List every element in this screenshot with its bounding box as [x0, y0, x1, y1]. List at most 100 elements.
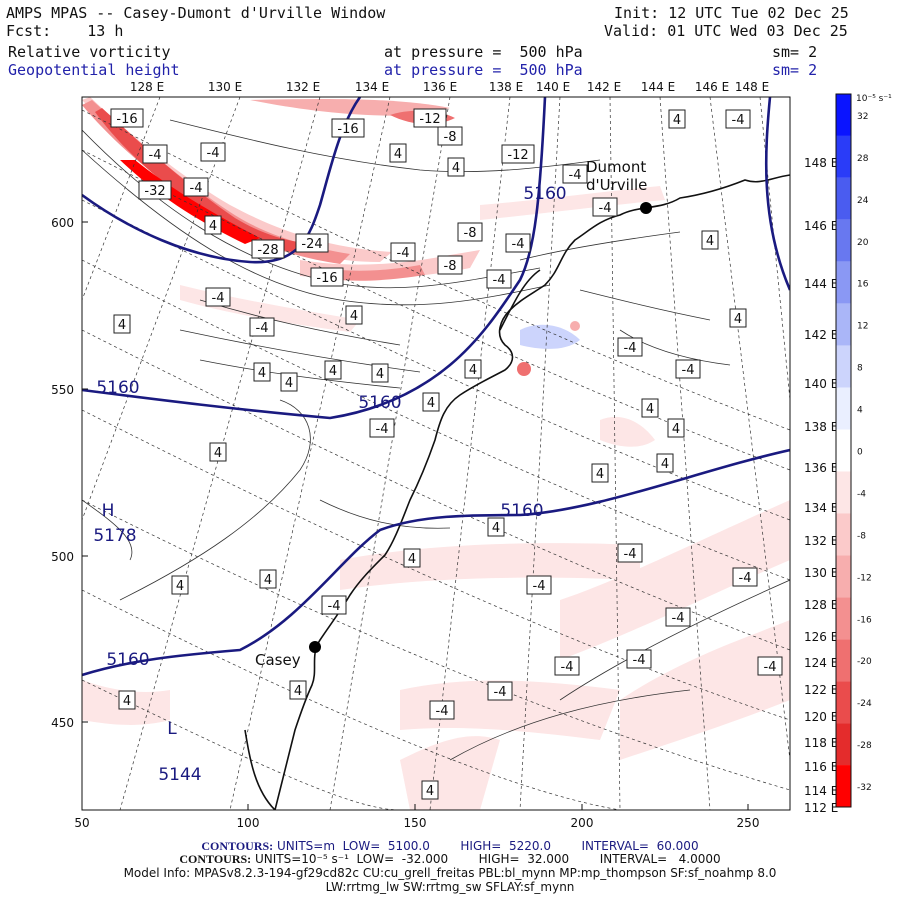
colorbar-level: 20 [857, 238, 869, 248]
lon-label-right: 130 E [804, 566, 838, 580]
vorticity-label: 4 [641, 398, 659, 418]
svg-text:-16: -16 [316, 271, 337, 286]
svg-text:-4: -4 [493, 273, 506, 288]
svg-text:-12: -12 [419, 112, 440, 127]
colorbar-swatch [836, 94, 851, 136]
height-label: 5160 [358, 393, 401, 413]
lon-label-top: 146 E [695, 80, 729, 94]
lon-label-right: 120 E [804, 710, 838, 724]
lon-label-right: 116 E [804, 760, 838, 774]
lon-label-top: 144 E [641, 80, 675, 94]
svg-text:-4: -4 [256, 321, 269, 336]
vorticity-label: -8 [457, 222, 483, 242]
height-labels: 5160 5160 5160 5160 5160 H 5178 L 5144 [93, 184, 566, 785]
vorticity-label: 4 [656, 453, 674, 473]
colorbar-level: -32 [857, 783, 872, 793]
colorbar-level: 24 [857, 196, 869, 206]
lon-label-top: 130 E [208, 80, 242, 94]
lon-label-right: 132 E [804, 534, 838, 548]
vorticity-label: 4 [204, 215, 222, 235]
colorbar-level: 12 [857, 322, 868, 332]
svg-text:4: 4 [118, 318, 126, 333]
colorbar-swatch [836, 471, 851, 514]
vorticity-label: 4 [324, 360, 342, 380]
field-2-level: at pressure = 500 hPa [384, 61, 583, 79]
svg-text:4: 4 [408, 552, 416, 567]
vorticity-label: 4 [280, 372, 298, 392]
svg-text:-16: -16 [337, 122, 358, 137]
svg-text:4: 4 [285, 376, 293, 391]
vorticity-label: 4 [421, 780, 439, 800]
height-label: 5160 [523, 184, 566, 204]
lon-label-top: 136 E [423, 80, 457, 94]
lon-label-top: 138 E [489, 80, 523, 94]
lon-label-right: 138 E [804, 420, 838, 434]
x-tick-label: 200 [571, 816, 594, 830]
station-marker: Casey [255, 641, 321, 669]
svg-text:-4: -4 [599, 201, 612, 216]
vorticity-label: 4 [487, 517, 505, 537]
lon-label-top: 132 E [286, 80, 320, 94]
colorbar-level: -16 [857, 615, 872, 625]
svg-text:4: 4 [258, 366, 266, 381]
vorticity-label: 4 [464, 359, 482, 379]
svg-text:-4: -4 [682, 363, 695, 378]
vorticity-label: -4 [321, 595, 347, 615]
valid-time: Valid: 01 UTC Wed 03 Dec 25 [604, 22, 848, 40]
vorticity-label: -12 [413, 108, 447, 128]
footer-height-contours: CONTOURS: UNITS=m LOW= 5100.0 HIGH= 5220… [201, 839, 699, 853]
svg-text:4: 4 [394, 147, 402, 162]
lon-label-right: 144 E [804, 277, 838, 291]
y-tick-label: 600 [51, 216, 74, 230]
vorticity-label: -4 [725, 109, 751, 129]
colorbar-level: 4 [857, 406, 863, 416]
lon-label-top: 148 E [735, 80, 769, 94]
svg-text:4: 4 [294, 684, 302, 699]
svg-text:-4: -4 [512, 237, 525, 252]
lon-label-right: 136 E [804, 461, 838, 475]
vorticity-label: -4 [757, 656, 783, 676]
vorticity-label: 4 [447, 157, 465, 177]
vorticity-label: -4 [505, 233, 531, 253]
x-tick-label: 100 [237, 816, 260, 830]
colorbar-swatch [836, 513, 851, 556]
y-tick-label: 550 [51, 383, 74, 397]
vorticity-label: -8 [437, 126, 463, 146]
colorbar-swatch [836, 135, 851, 178]
colorbar-swatch [836, 681, 851, 724]
vorticity-label: -4 [626, 649, 652, 669]
lon-label-right: 124 E [804, 656, 838, 670]
vorticity-label: -12 [501, 144, 535, 164]
plot-title: AMPS MPAS -- Casey-Dumont d'Urville Wind… [6, 4, 386, 22]
vorticity-label: 4 [389, 143, 407, 163]
station-label: Casey [255, 651, 301, 669]
svg-text:4: 4 [492, 521, 500, 536]
field-1-level: at pressure = 500 hPa [384, 43, 583, 61]
colorbar-level: -20 [857, 657, 872, 667]
svg-text:-4: -4 [190, 181, 203, 196]
vorticity-label: 4 [289, 680, 307, 700]
x-tick-label: 50 [74, 816, 89, 830]
vorticity-labels: -16 -12 -16 -8 -4 -4 4 4 -12 -32 -4 4 -28 -24 -4 -8 -4 -8… [110, 108, 783, 800]
svg-text:-4: -4 [436, 704, 449, 719]
vorticity-label: -4 [675, 359, 701, 379]
svg-text:4: 4 [176, 579, 184, 594]
svg-text:-28: -28 [257, 243, 278, 258]
colorbar-swatch [836, 597, 851, 640]
height-contours [82, 97, 790, 677]
svg-text:4: 4 [672, 422, 680, 437]
vorticity-label: 4 [701, 230, 719, 250]
svg-text:4: 4 [350, 309, 358, 324]
svg-text:-12: -12 [507, 148, 528, 163]
svg-text:-4: -4 [633, 653, 646, 668]
station-label: Dumont [586, 158, 646, 176]
svg-text:-4: -4 [764, 660, 777, 675]
svg-text:4: 4 [452, 161, 460, 176]
lon-label-right: 114 E [804, 784, 838, 798]
colorbar-swatch [836, 303, 851, 346]
colorbar-unit: 10⁻⁵ s⁻¹ [856, 94, 892, 104]
svg-text:-8: -8 [444, 130, 457, 145]
lon-label-right: 146 E [804, 219, 838, 233]
